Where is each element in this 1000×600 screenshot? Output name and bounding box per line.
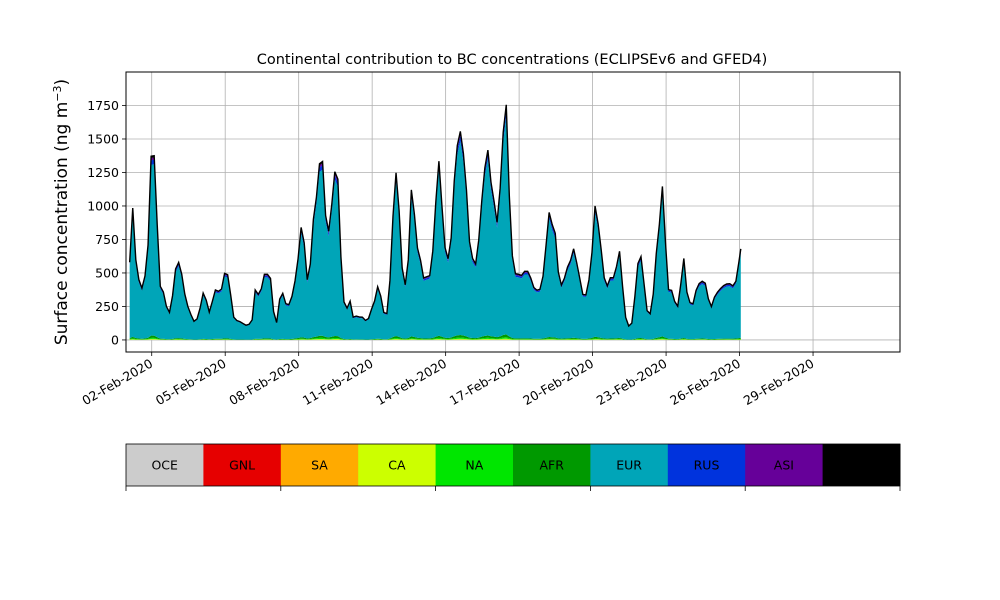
legend-label-gnl: GNL xyxy=(229,458,255,473)
y-axis-label-exponent: −3 xyxy=(51,85,64,101)
legend-swatch-eur xyxy=(590,444,669,486)
y-axis-ticks: 0 250 500 750 1000 1250 1500 1750 xyxy=(87,98,126,347)
legend-label-na: NA xyxy=(465,458,483,473)
y-tick-label: 1000 xyxy=(87,198,119,213)
x-tick-label: 29-Feb-2020 xyxy=(741,356,817,408)
x-tick-label: 23-Feb-2020 xyxy=(594,356,670,408)
stacked-areas xyxy=(129,104,741,340)
legend-swatch-aus xyxy=(822,444,901,486)
area-na xyxy=(129,337,741,340)
area-afr xyxy=(129,334,741,340)
legend-label-ca: CA xyxy=(388,458,406,473)
legend-label-oce: OCE xyxy=(151,458,178,473)
y-tick-label: 250 xyxy=(95,299,119,314)
y-axis-label: Surface concentration (ng m−3) xyxy=(51,79,73,345)
legend-frame xyxy=(125,443,901,487)
y-tick-label: 0 xyxy=(111,332,119,347)
legend-swatch-rus xyxy=(667,444,746,486)
total-concentration-line xyxy=(128,104,742,328)
x-tick-label: 08-Feb-2020 xyxy=(226,356,302,408)
legend-swatch-ca xyxy=(358,444,437,486)
legend-swatch-oce xyxy=(126,444,204,486)
plot-frame xyxy=(125,71,901,353)
chart-title: Continental contribution to BC concentra… xyxy=(257,52,768,68)
continent-legend: OCE GNL SA CA NA AFR EUR RUS ASI AUS xyxy=(125,443,901,491)
legend-label-aus: AUS xyxy=(848,458,874,473)
x-tick-label: 26-Feb-2020 xyxy=(667,356,743,408)
y-tick-label: 750 xyxy=(95,232,119,247)
x-tick-label: 11-Feb-2020 xyxy=(300,356,376,408)
y-tick-label: 1500 xyxy=(87,131,119,146)
x-tick-label: 05-Feb-2020 xyxy=(153,356,229,408)
legend-swatch-gnl xyxy=(203,444,282,486)
legend-label-sa: SA xyxy=(311,458,328,473)
y-tick-label: 1250 xyxy=(87,165,119,180)
area-eur xyxy=(129,115,741,340)
x-tick-label: 14-Feb-2020 xyxy=(373,356,449,408)
x-tick-label: 02-Feb-2020 xyxy=(79,356,155,408)
x-tick-label: 17-Feb-2020 xyxy=(447,356,523,408)
legend-label-eur: EUR xyxy=(616,458,642,473)
legend-swatch-sa xyxy=(280,444,359,486)
y-tick-label: 1750 xyxy=(87,98,119,113)
x-axis-ticks: 02-Feb-202005-Feb-202008-Feb-202011-Feb-… xyxy=(79,352,817,408)
y-tick-label: 500 xyxy=(95,265,119,280)
legend-swatch-asi xyxy=(745,444,824,486)
legend-swatch-na xyxy=(435,444,514,486)
legend-label-afr: AFR xyxy=(539,458,564,473)
area-ca xyxy=(129,338,741,340)
legend-label-rus: RUS xyxy=(694,458,720,473)
legend-swatch-afr xyxy=(513,444,591,486)
legend-label-asi: ASI xyxy=(774,458,794,473)
x-tick-label: 20-Feb-2020 xyxy=(520,356,596,408)
